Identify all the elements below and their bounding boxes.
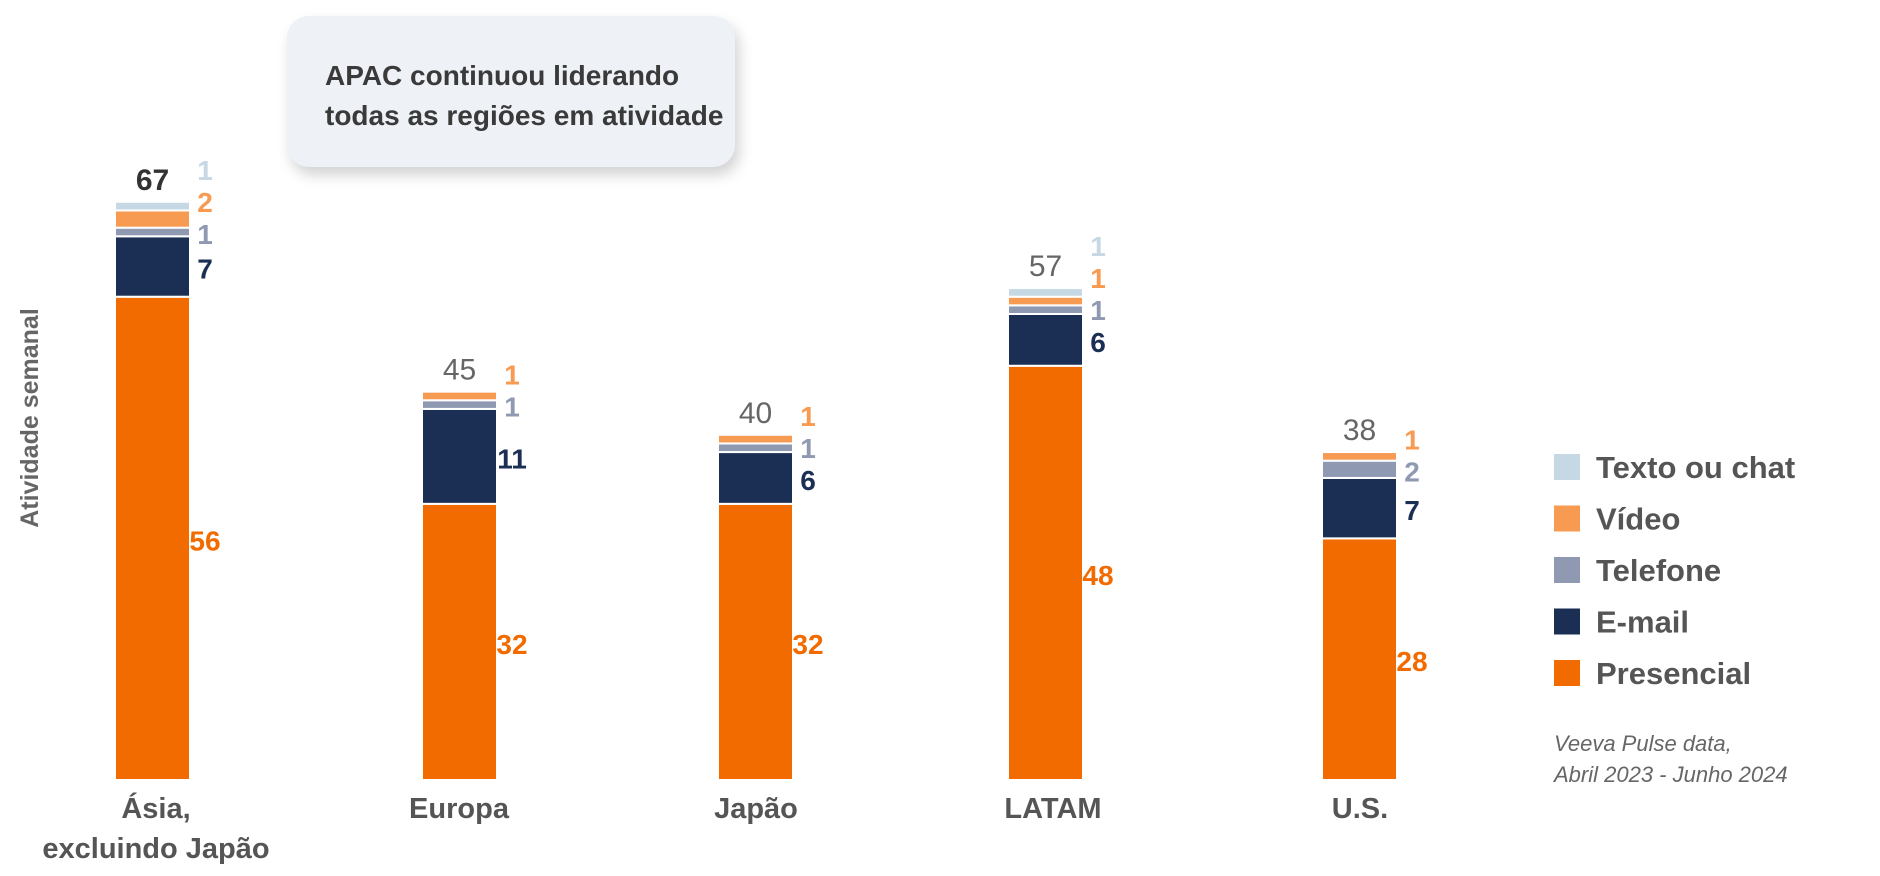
legend-label-telefone: Telefone bbox=[1596, 553, 1721, 588]
value-label-telefone: 1 bbox=[504, 392, 520, 423]
bar-segment-texto-ou-chat bbox=[114, 200, 191, 212]
value-label-telefone: 1 bbox=[800, 433, 816, 464]
bar-segment-video bbox=[1007, 295, 1084, 307]
bar-segment-texto-ou-chat bbox=[1007, 287, 1084, 298]
legend-swatch-telefone bbox=[1554, 557, 1580, 583]
total-label: 38 bbox=[1343, 414, 1376, 447]
value-label-video: 1 bbox=[504, 360, 520, 391]
value-label-telefone: 2 bbox=[1404, 456, 1420, 487]
bar-segment-presencial bbox=[114, 295, 191, 781]
bar-segment-presencial bbox=[717, 502, 794, 781]
category-label: LATAM bbox=[1004, 793, 1101, 825]
callout-line-2: todas as regiões em atividade bbox=[325, 100, 724, 131]
bar-segment-telefone bbox=[1321, 459, 1398, 479]
bar-segment-e-mail bbox=[1007, 312, 1084, 367]
bar-segment-presencial bbox=[421, 502, 498, 781]
value-label-video: 1 bbox=[1404, 424, 1420, 455]
bar-segment-presencial bbox=[1007, 364, 1084, 781]
category-label: U.S. bbox=[1332, 793, 1388, 825]
legend: Texto ou chat Vídeo Telefone E-mail Presenci… bbox=[1554, 450, 1795, 691]
y-axis-label: Atividade semanal bbox=[16, 308, 44, 528]
bar-segment-telefone bbox=[717, 442, 794, 454]
value-label-presencial: 32 bbox=[792, 629, 823, 660]
bar-segment-e-mail bbox=[717, 451, 794, 505]
category-label: Japão bbox=[714, 793, 798, 825]
bars-group bbox=[114, 200, 1398, 781]
legend-swatch-e-mail bbox=[1554, 608, 1580, 635]
value-label-e-mail: 6 bbox=[1090, 327, 1106, 358]
value-label-e-mail: 11 bbox=[497, 443, 527, 474]
value-label-presencial: 56 bbox=[189, 525, 220, 556]
value-label-texto-ou-chat: 1 bbox=[197, 155, 213, 186]
value-label-e-mail: 7 bbox=[197, 254, 213, 285]
total-label: 45 bbox=[443, 354, 476, 387]
bar-segment-e-mail bbox=[1321, 476, 1398, 540]
bar-segment-e-mail bbox=[114, 235, 191, 298]
bar-segment-video bbox=[1321, 451, 1398, 462]
value-label-video: 1 bbox=[800, 401, 816, 432]
legend-label-video: Vídeo bbox=[1596, 502, 1680, 537]
source-line-1: Veeva Pulse data, bbox=[1554, 731, 1732, 756]
source-note: Veeva Pulse data, Abril 2023 - Junho 202… bbox=[1554, 728, 1788, 790]
callout-line-1: APAC continuou liderando bbox=[325, 60, 680, 91]
value-label-e-mail: 6 bbox=[800, 465, 816, 496]
category-label: Ásia, bbox=[121, 791, 190, 825]
value-label-presencial: 32 bbox=[496, 629, 527, 660]
value-label-telefone: 1 bbox=[197, 219, 213, 250]
legend-label-e-mail: E-mail bbox=[1596, 605, 1689, 640]
total-label: 67 bbox=[136, 164, 169, 197]
bar-segment-video bbox=[421, 390, 498, 402]
bar-segment-video bbox=[114, 209, 191, 229]
total-label: 57 bbox=[1029, 250, 1062, 283]
value-label-presencial: 48 bbox=[1082, 560, 1113, 591]
bar-segment-video bbox=[717, 433, 794, 445]
legend-swatch-video bbox=[1554, 505, 1580, 532]
legend-label-texto-ou-chat: Texto ou chat bbox=[1596, 450, 1795, 485]
bar-segment-presencial bbox=[1321, 537, 1398, 781]
legend-swatch-texto-ou-chat bbox=[1554, 454, 1580, 480]
value-label-texto-ou-chat: 1 bbox=[1090, 231, 1106, 262]
bar-segment-telefone bbox=[114, 226, 191, 238]
category-label: excluindo Japão bbox=[42, 833, 269, 865]
value-label-e-mail: 7 bbox=[1404, 495, 1420, 526]
category-label: Europa bbox=[409, 793, 510, 825]
value-label-video: 1 bbox=[1090, 263, 1106, 294]
bar-segment-telefone bbox=[1007, 304, 1084, 315]
legend-swatch-presencial bbox=[1554, 660, 1580, 686]
bar-segment-telefone bbox=[421, 399, 498, 410]
callout-box: APAC continuou liderando todas as regiõe… bbox=[287, 16, 735, 167]
value-label-video: 2 bbox=[197, 187, 213, 218]
legend-label-presencial: Presencial bbox=[1596, 656, 1751, 691]
bar-segment-e-mail bbox=[421, 407, 498, 505]
y-axis-label-group: Atividade semanal bbox=[16, 308, 44, 528]
value-label-telefone: 1 bbox=[1090, 295, 1106, 326]
source-line-2: Abril 2023 - Junho 2024 bbox=[1554, 762, 1788, 787]
total-label: 40 bbox=[739, 397, 772, 430]
value-label-presencial: 28 bbox=[1396, 646, 1427, 677]
